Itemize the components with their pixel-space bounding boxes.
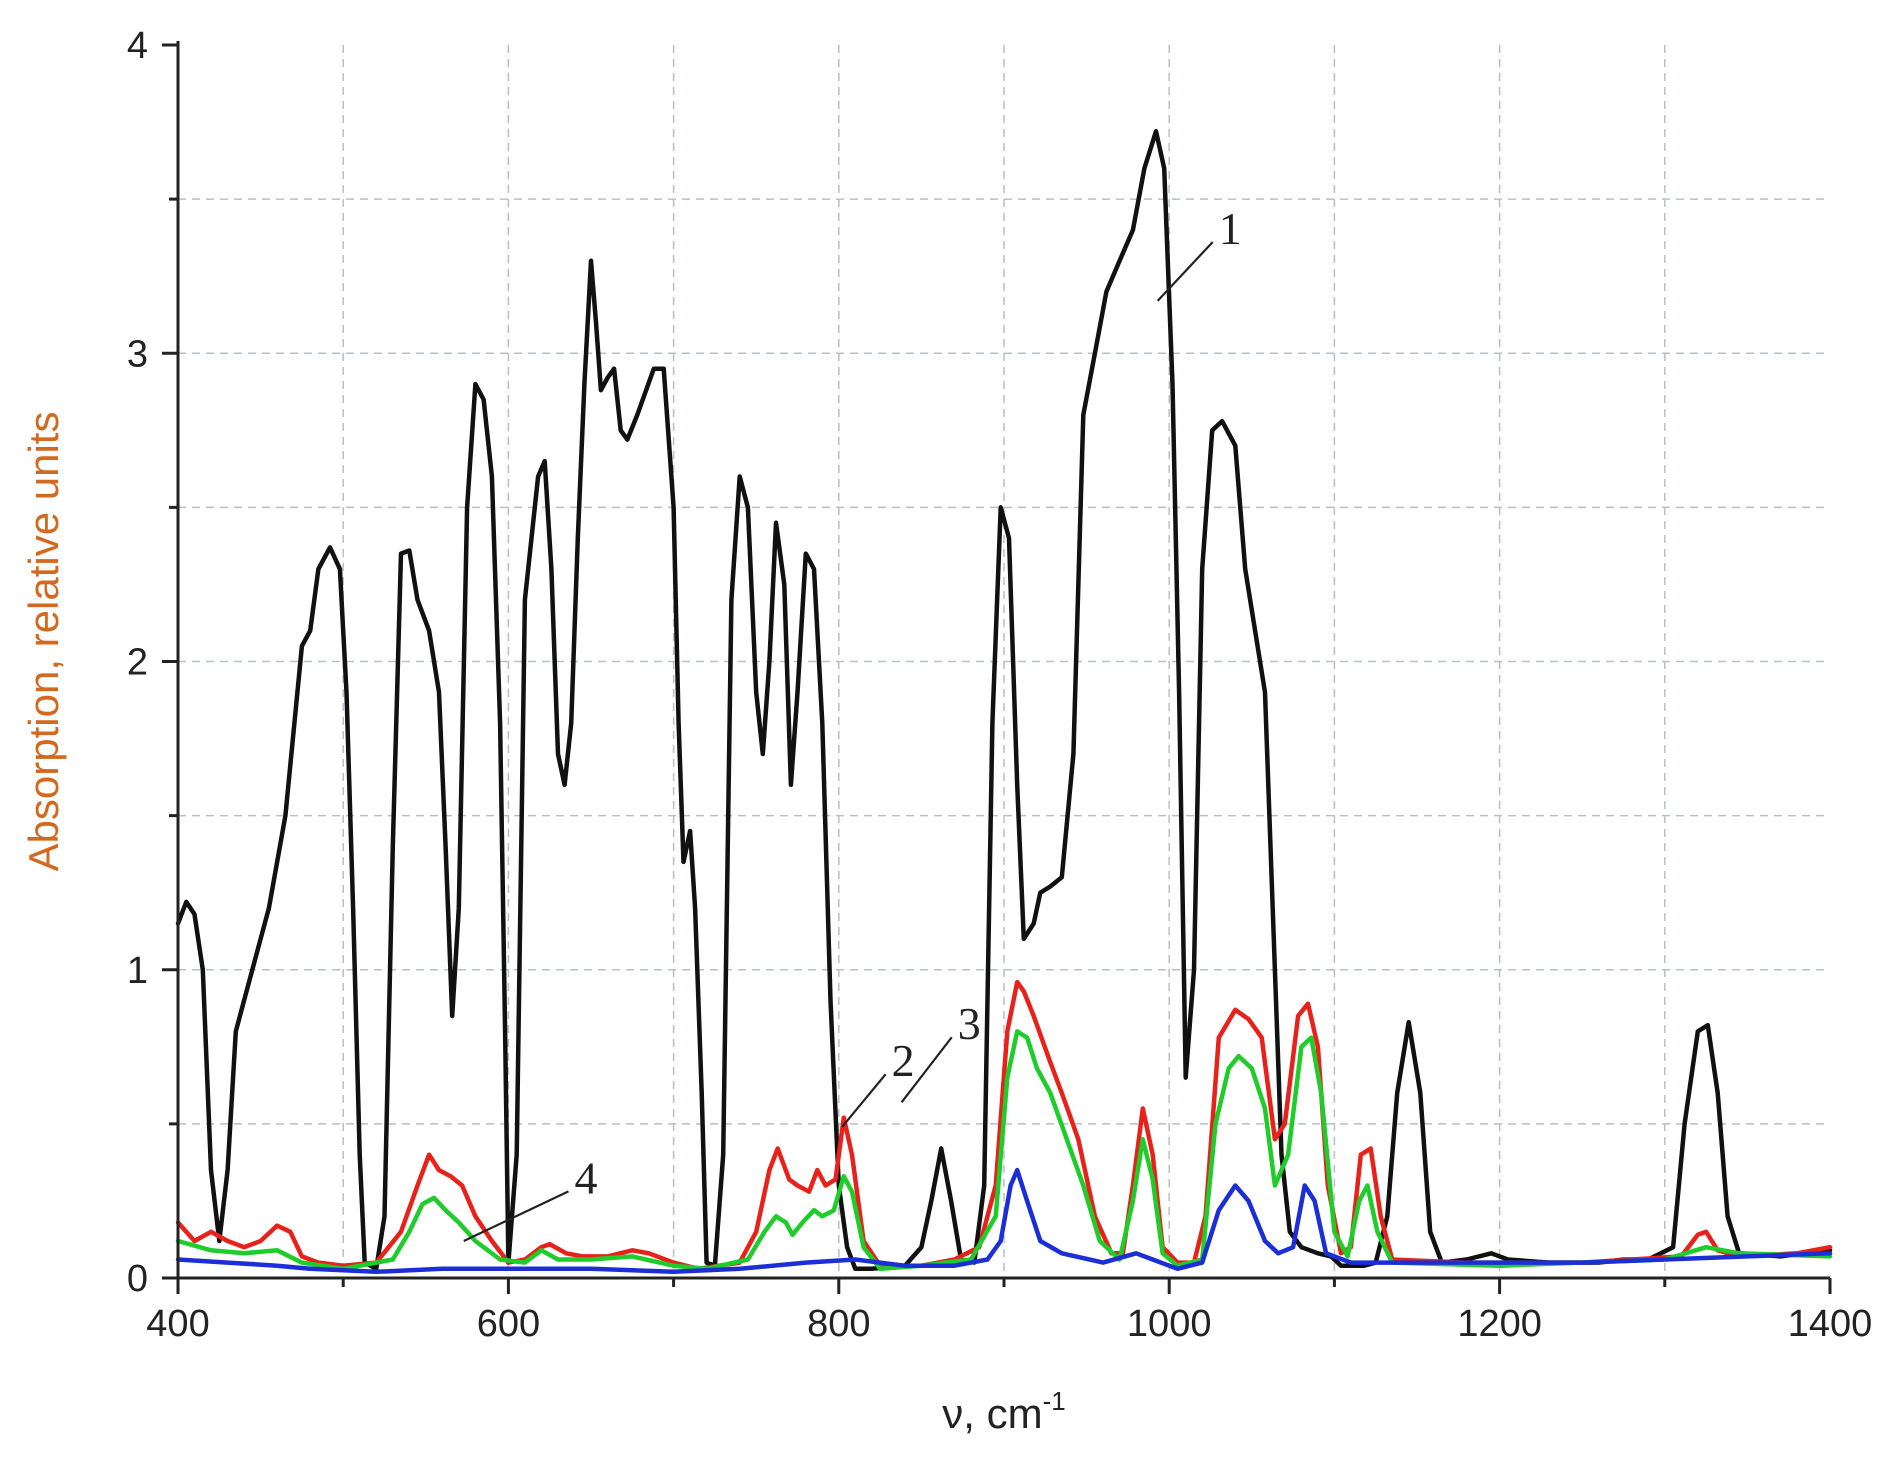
y-axis-label: Absorption, relative units xyxy=(20,412,67,872)
annotation-leader-4 xyxy=(463,1190,569,1243)
annotation-leader-1 xyxy=(1156,241,1214,302)
x-tick-label: 800 xyxy=(807,1303,870,1345)
x-tick-label: 600 xyxy=(477,1303,540,1345)
y-tick-label: 4 xyxy=(127,25,148,67)
series-line-4 xyxy=(175,1167,1833,1275)
x-axis-label-superscript: -1 xyxy=(1043,1386,1066,1416)
x-tick-label: 400 xyxy=(146,1303,209,1345)
x-axis-label: ν, cm-1 xyxy=(942,1386,1065,1437)
annotation-leader-2 xyxy=(841,1073,887,1128)
x-tick-label: 1200 xyxy=(1457,1303,1542,1345)
annotation-leader-3 xyxy=(900,1036,953,1103)
annotation-label-1: 1 xyxy=(1219,203,1242,254)
annotation-label-2: 2 xyxy=(892,1035,915,1086)
x-axis-label-text: ν, cm xyxy=(942,1390,1042,1437)
x-tick-label: 1000 xyxy=(1127,1303,1212,1345)
series-line-1 xyxy=(175,129,1833,1272)
x-tick-label: 1400 xyxy=(1788,1303,1873,1345)
y-tick-label: 3 xyxy=(127,333,148,375)
series-line-3 xyxy=(175,1029,1833,1272)
annotations: 1 23 4 xyxy=(463,203,1242,1243)
y-tick-label: 0 xyxy=(127,1258,148,1300)
y-tick-label: 1 xyxy=(127,950,148,992)
annotation-label-4: 4 xyxy=(574,1152,597,1203)
data-series xyxy=(175,129,1833,1275)
axes xyxy=(162,41,1832,1294)
annotation-label-3: 3 xyxy=(958,998,981,1049)
y-tick-label: 2 xyxy=(127,642,148,684)
